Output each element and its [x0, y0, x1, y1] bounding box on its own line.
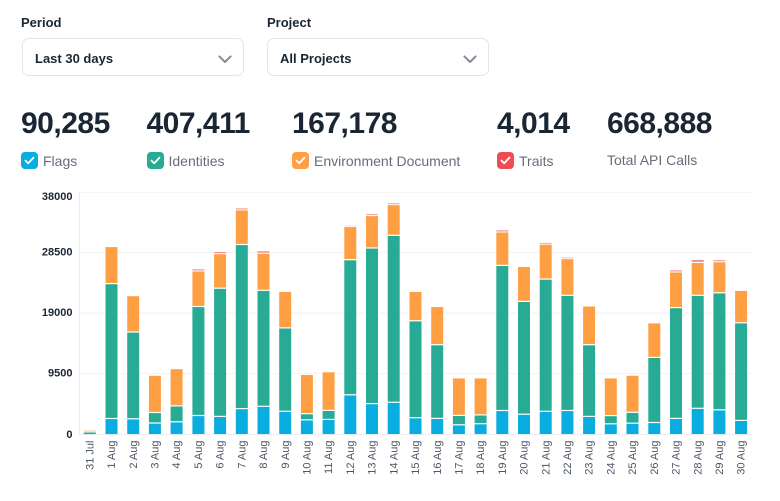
svg-text:2 Aug: 2 Aug: [128, 441, 140, 469]
svg-text:20 Aug: 20 Aug: [519, 441, 531, 475]
svg-text:12 Aug: 12 Aug: [345, 441, 357, 475]
svg-text:14 Aug: 14 Aug: [388, 441, 400, 475]
svg-text:38000: 38000: [42, 191, 73, 203]
svg-text:15 Aug: 15 Aug: [410, 441, 422, 475]
svg-text:6 Aug: 6 Aug: [215, 441, 227, 469]
svg-text:27 Aug: 27 Aug: [671, 441, 683, 475]
svg-text:19000: 19000: [42, 307, 73, 319]
svg-text:25 Aug: 25 Aug: [627, 441, 639, 475]
svg-text:0: 0: [66, 429, 72, 441]
svg-text:28500: 28500: [42, 247, 73, 259]
svg-text:29 Aug: 29 Aug: [714, 441, 726, 475]
svg-text:5 Aug: 5 Aug: [193, 441, 205, 469]
svg-text:26 Aug: 26 Aug: [649, 441, 661, 475]
svg-text:3 Aug: 3 Aug: [150, 441, 162, 469]
svg-text:9500: 9500: [48, 368, 72, 380]
svg-text:23 Aug: 23 Aug: [584, 441, 596, 475]
svg-text:11 Aug: 11 Aug: [323, 441, 335, 474]
svg-text:1 Aug: 1 Aug: [106, 441, 118, 469]
svg-text:16 Aug: 16 Aug: [432, 441, 444, 475]
svg-text:30 Aug: 30 Aug: [736, 441, 748, 475]
svg-text:9 Aug: 9 Aug: [280, 441, 292, 469]
svg-text:24 Aug: 24 Aug: [605, 441, 617, 475]
svg-text:28 Aug: 28 Aug: [692, 441, 704, 475]
svg-text:21 Aug: 21 Aug: [540, 441, 552, 475]
svg-text:4 Aug: 4 Aug: [171, 441, 183, 469]
svg-text:8 Aug: 8 Aug: [258, 441, 270, 469]
svg-text:7 Aug: 7 Aug: [236, 441, 248, 469]
svg-text:10 Aug: 10 Aug: [302, 441, 314, 475]
svg-text:19 Aug: 19 Aug: [497, 441, 509, 475]
svg-text:31 Jul: 31 Jul: [84, 441, 96, 470]
svg-text:18 Aug: 18 Aug: [475, 441, 487, 475]
svg-text:17 Aug: 17 Aug: [454, 441, 466, 475]
svg-text:13 Aug: 13 Aug: [367, 441, 379, 475]
svg-text:22 Aug: 22 Aug: [562, 441, 574, 475]
